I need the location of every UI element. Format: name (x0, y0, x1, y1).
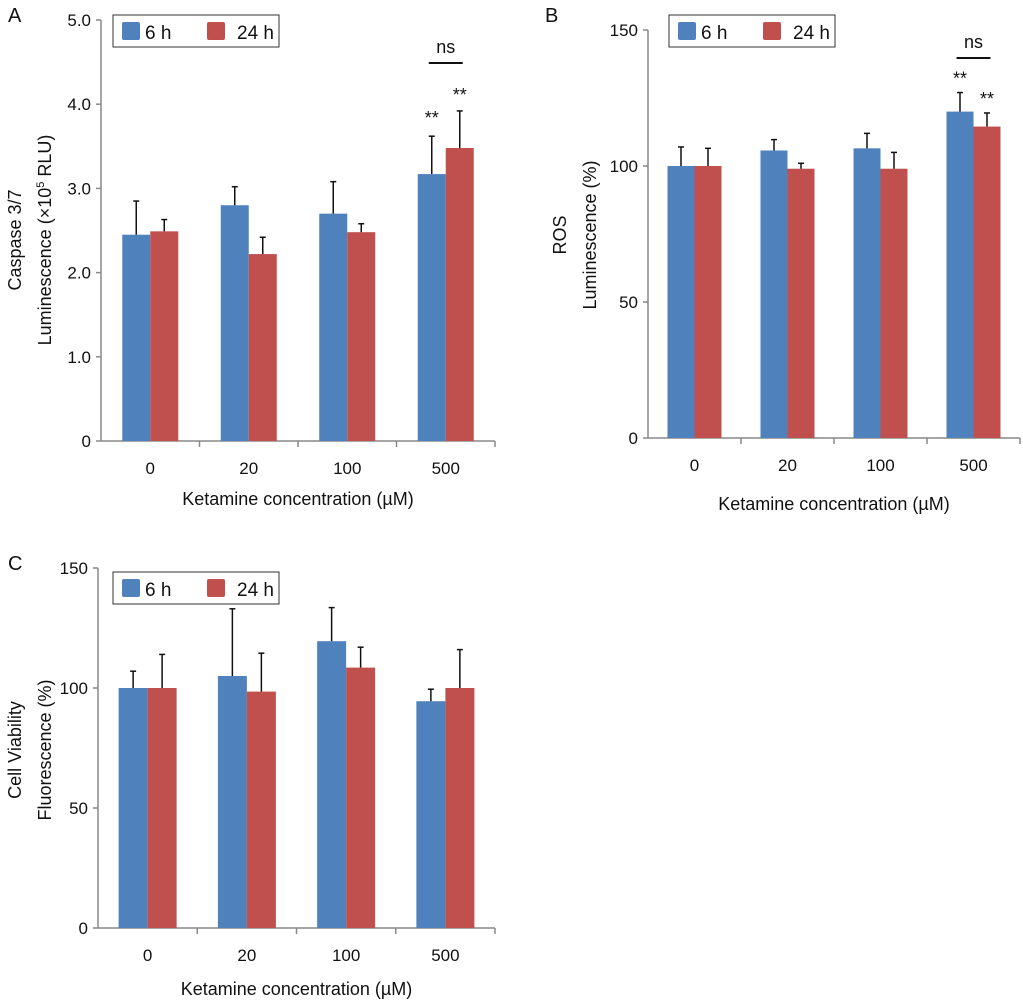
bar-24h-500 (445, 147, 474, 441)
x-axis-label: Ketamine concentration (µM) (718, 494, 949, 514)
x-axis-label: Ketamine concentration (µM) (182, 489, 413, 509)
bar-24h-0 (694, 166, 722, 438)
bar-6h-500 (417, 174, 446, 441)
y-label-part: Luminescence (×10 (35, 188, 55, 346)
y-axis-label: ROS (550, 215, 570, 254)
x-tick-label: 0 (690, 456, 699, 475)
panel-letter: C (8, 553, 22, 575)
x-tick-label: 0 (146, 459, 155, 478)
bar-24h-0 (147, 688, 177, 928)
y-label-superscript: 5 (35, 182, 47, 188)
y-tick-label: 50 (619, 293, 638, 312)
bar-6h-100 (319, 213, 348, 441)
y-tick-label: 100 (610, 157, 638, 176)
y-tick-label: 4.0 (67, 95, 91, 114)
bar-6h-0 (667, 166, 695, 438)
y-tick-label: 0 (82, 432, 91, 451)
legend-swatch (122, 579, 140, 597)
significance-stars: ** (425, 108, 439, 128)
legend-swatch (678, 22, 696, 40)
y-tick-label: 0 (79, 919, 88, 938)
panel-C: C 0 50 100 150 0 20 100 500 Ketamine concentratio… (5, 553, 496, 999)
bar-6h-500 (416, 701, 446, 928)
legend-label: 24 h (237, 23, 274, 44)
y-tick-label: 1.0 (67, 348, 91, 367)
y-axis-label-line2: Luminescence (×105 RLU) (35, 135, 55, 346)
panel-B: B 0 50 100 150 0 20 100 500 ** ** ns Ketamine concen… (545, 5, 1021, 514)
y-tick-label: 50 (69, 799, 88, 818)
bar-6h-100 (317, 641, 347, 928)
significance-stars: ** (980, 89, 994, 109)
y-label-part: RLU) (35, 135, 55, 182)
x-tick-label: 500 (959, 456, 987, 475)
x-tick-label: 0 (143, 946, 152, 965)
x-tick-label: 100 (866, 456, 894, 475)
legend: 6 h 24 h (112, 571, 280, 605)
legend: 6 h 24 h (668, 14, 836, 48)
bar-6h-500 (946, 111, 974, 438)
bar-24h-0 (150, 231, 179, 441)
legend-swatch (207, 22, 225, 40)
legend-swatch (207, 579, 225, 597)
bar-24h-20 (787, 168, 815, 438)
bar-24h-100 (880, 168, 908, 438)
y-axis-label: Cell Viability (5, 701, 25, 799)
ns-label: ns (436, 37, 455, 57)
y-tick-label: 0 (629, 429, 638, 448)
y-tick-label: 3.0 (67, 179, 91, 198)
bar-24h-20 (248, 254, 277, 441)
bar-24h-20 (246, 691, 276, 928)
legend-swatch (122, 22, 140, 40)
ns-label: ns (964, 32, 983, 52)
x-tick-label: 500 (431, 946, 459, 965)
legend-box (112, 14, 280, 48)
x-tick-label: 100 (332, 946, 360, 965)
panel-letter: B (545, 5, 558, 27)
legend-label: 24 h (793, 23, 830, 44)
x-tick-label: 20 (239, 459, 258, 478)
y-tick-label: 150 (610, 21, 638, 40)
y-tick-label: 150 (60, 559, 88, 578)
bar-24h-100 (346, 667, 376, 928)
bar-6h-100 (853, 148, 881, 438)
y-axis-label: Luminescence (%) (580, 160, 600, 309)
significance-stars: ** (453, 85, 467, 105)
bar-6h-20 (220, 205, 249, 441)
bar-24h-500 (445, 688, 475, 928)
significance-stars: ** (953, 69, 967, 89)
y-tick-label: 100 (60, 679, 88, 698)
x-tick-label: 20 (237, 946, 256, 965)
panel-letter: A (8, 5, 22, 27)
legend-label: 6 h (145, 580, 171, 601)
bar-6h-0 (118, 688, 148, 928)
legend-box (668, 14, 836, 48)
legend-label: 6 h (145, 23, 171, 44)
x-tick-label: 20 (778, 456, 797, 475)
y-tick-label: 5.0 (67, 11, 91, 30)
panel-A: A 0 1.0 2.0 3.0 4.0 5.0 0 20 100 500 ** ** ns Ketamine… (5, 5, 496, 509)
legend-label: 6 h (701, 23, 727, 44)
bar-24h-500 (973, 126, 1001, 438)
x-tick-label: 500 (432, 459, 460, 478)
bar-6h-0 (122, 234, 151, 441)
legend: 6 h 24 h (112, 14, 280, 48)
bar-6h-20 (217, 676, 247, 928)
x-tick-label: 100 (333, 459, 361, 478)
y-tick-label: 2.0 (67, 264, 91, 283)
y-axis-label: Caspase 3/7 (5, 189, 25, 290)
legend-box (112, 571, 280, 605)
bar-24h-100 (347, 232, 376, 441)
x-axis-label: Ketamine concentration (µM) (181, 979, 412, 999)
bar-6h-20 (760, 150, 788, 438)
legend-swatch (763, 22, 781, 40)
y-axis-label: Fluorescence (%) (35, 679, 55, 820)
legend-label: 24 h (237, 580, 274, 601)
